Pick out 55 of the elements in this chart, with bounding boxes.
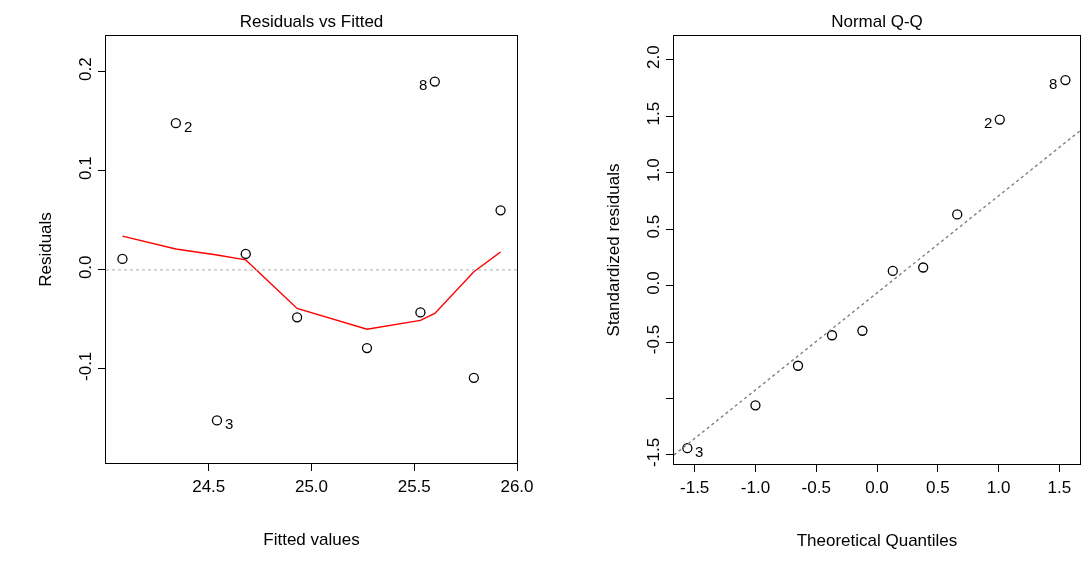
point — [468, 372, 479, 383]
x-axis-title: Theoretical Quantiles — [796, 530, 958, 550]
x-tick-label: 0.5 — [925, 477, 950, 497]
point — [994, 114, 1005, 125]
y-tick-label: 0.2 — [76, 57, 95, 81]
point — [429, 76, 440, 87]
point — [792, 360, 804, 371]
point — [826, 330, 838, 341]
y-axis-title: Residuals — [35, 212, 55, 287]
annotation: 8 — [419, 76, 428, 93]
x-tick-label: 25.0 — [294, 476, 329, 496]
chart-title: Residuals vs Fitted — [239, 12, 384, 31]
x-tick-label: 24.5 — [192, 476, 226, 496]
y-tick-label: 0.0 — [76, 255, 95, 280]
y-tick-label: -0.1 — [76, 351, 95, 381]
annotation: 2 — [984, 114, 993, 131]
y-tick-label: 1.5 — [644, 101, 663, 126]
y-tick-label: -1.5 — [644, 437, 663, 468]
line-series — [121, 235, 502, 330]
point — [211, 415, 223, 426]
y-tick-label: 0.5 — [644, 214, 663, 239]
annotation: 3 — [695, 443, 704, 460]
x-tick-label: -1.5 — [680, 477, 710, 497]
x-tick-label: -0.5 — [801, 477, 831, 497]
annotation: 8 — [1049, 75, 1058, 92]
point — [240, 248, 251, 260]
point — [682, 443, 693, 454]
point — [1060, 74, 1071, 86]
point — [857, 325, 868, 336]
x-tick-label: 0.0 — [865, 477, 889, 497]
y-tick-label: -0.5 — [644, 324, 663, 355]
point — [361, 342, 373, 354]
x-tick-label: 25.5 — [397, 476, 431, 496]
point — [117, 253, 128, 265]
point — [750, 400, 761, 411]
y-tick-label: 2.0 — [644, 45, 663, 69]
point — [291, 312, 303, 323]
chart-title: Normal Q-Q — [831, 12, 923, 31]
point — [887, 265, 898, 277]
point — [415, 307, 426, 318]
x-tick-label: 26.0 — [500, 476, 534, 496]
point — [495, 205, 506, 216]
x-tick-label: 1.0 — [986, 477, 1011, 497]
x-tick-label: 1.5 — [1047, 477, 1072, 497]
y-tick-label: 0.0 — [644, 271, 663, 295]
x-tick-label: -1.0 — [740, 477, 771, 497]
annotation: 3 — [225, 415, 234, 432]
y-axis-title: Standardized residuals — [603, 163, 623, 337]
point — [170, 118, 182, 129]
point — [952, 209, 963, 220]
annotation: 2 — [184, 118, 193, 135]
y-tick-label: 0.1 — [76, 156, 95, 181]
y-tick-label: 1.0 — [644, 158, 663, 182]
point — [918, 262, 929, 273]
x-axis-title: Fitted values — [263, 529, 360, 549]
